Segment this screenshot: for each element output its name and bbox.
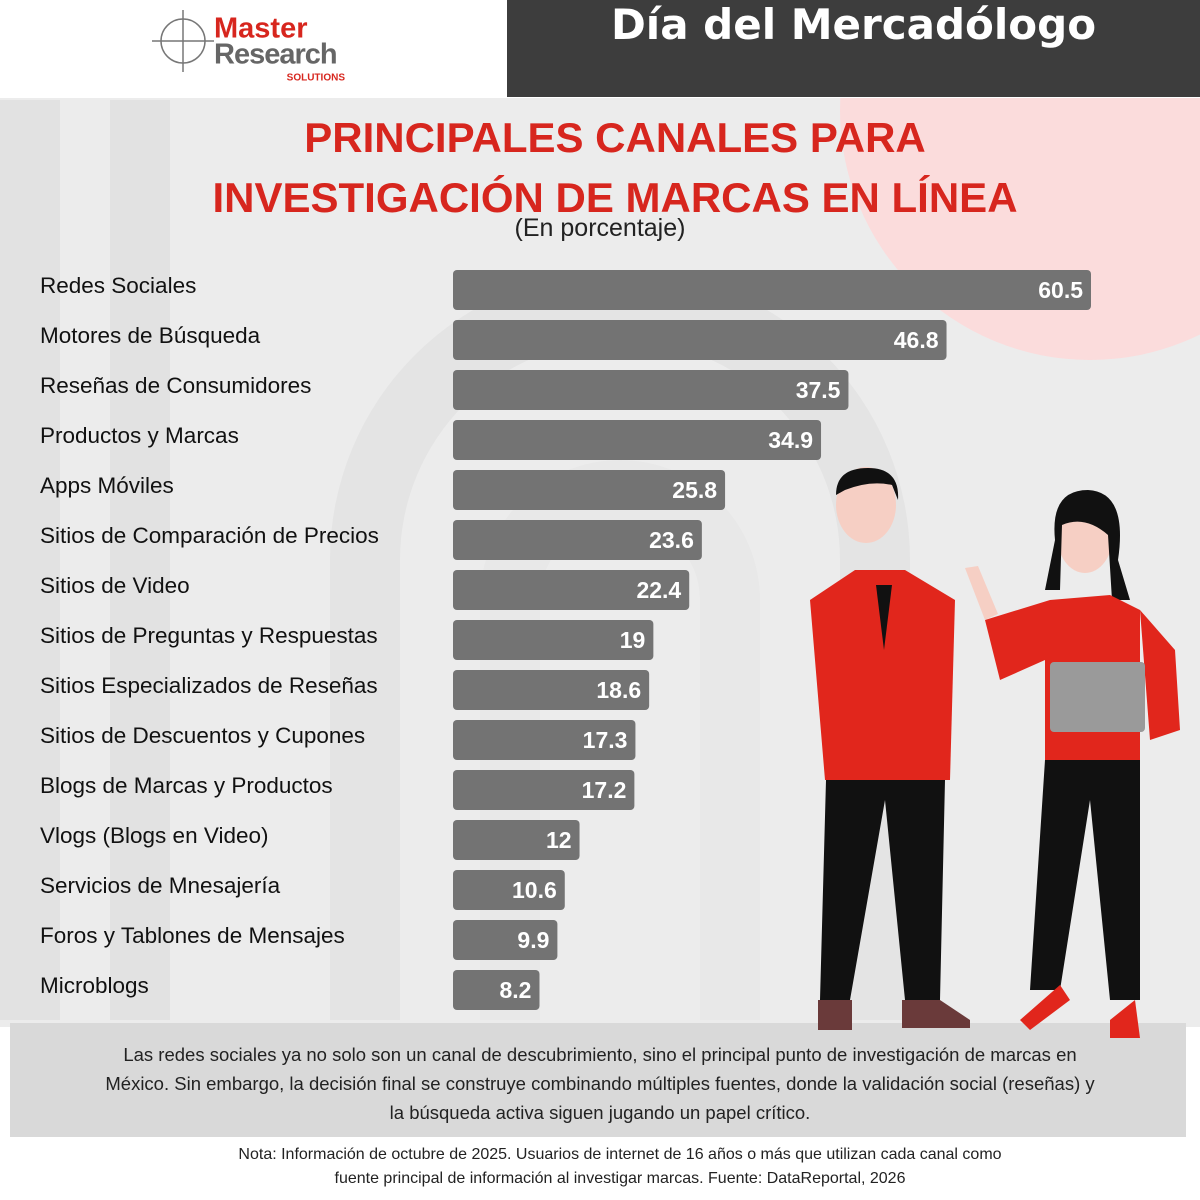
value-label: 9.9 <box>517 927 549 953</box>
value-label: 17.3 <box>583 727 628 753</box>
bar <box>453 420 822 460</box>
value-label: 60.5 <box>1038 277 1083 303</box>
background-decor <box>0 0 1200 1027</box>
value-label: 10.6 <box>512 877 557 903</box>
category-label: Sitios Especializados de Reseñas <box>40 673 378 698</box>
header-title: Día del Mercadólogo <box>610 0 1097 49</box>
header-bar <box>507 0 1200 97</box>
bar <box>453 770 635 810</box>
category-label: Productos y Marcas <box>40 423 239 448</box>
note-text: Nota: Información de octubre de 2025. Us… <box>238 1146 1002 1187</box>
category-label: Vlogs (Blogs en Video) <box>40 823 268 848</box>
value-label: 37.5 <box>796 377 841 403</box>
logo-icon <box>152 10 214 72</box>
value-label: 22.4 <box>636 577 681 603</box>
bar <box>453 570 690 610</box>
brand: Master <box>214 13 308 45</box>
summary-text: Las redes sociales ya no solo son un can… <box>105 1044 1095 1123</box>
bar <box>453 920 558 960</box>
value-label: 12 <box>546 827 572 853</box>
bar <box>453 970 540 1010</box>
category-label: Sitios de Preguntas y Respuestas <box>40 623 378 648</box>
bar <box>453 720 636 760</box>
value-label: 34.9 <box>768 427 813 453</box>
brand: Research <box>214 39 337 71</box>
bars: Redes Sociales 60.5 Motores de Búsqueda 46.… <box>40 270 1091 1010</box>
bar <box>453 620 654 660</box>
category-label: Servicios de Mnesajería <box>40 873 281 898</box>
category-label: Sitios de Comparación de Precios <box>40 523 379 548</box>
bar <box>453 520 702 560</box>
chart-subtitle: (En porcentaje) <box>514 214 686 242</box>
category-label: Blogs de Marcas y Productos <box>40 773 333 798</box>
value-label: 18.6 <box>596 677 641 703</box>
bar <box>453 820 580 860</box>
bar <box>453 370 849 410</box>
category-label: Sitios de Video <box>40 573 190 598</box>
bar <box>453 670 650 710</box>
bar <box>453 470 726 510</box>
category-label: Foros y Tablones de Mensajes <box>40 923 345 948</box>
bar <box>453 320 947 360</box>
bar <box>453 270 1091 310</box>
chart-title: PRINCIPALES CANALES PARA INVESTIGACIÓN D… <box>212 114 1018 221</box>
brand: SOLUTIONS <box>287 73 346 84</box>
value-label: 25.8 <box>672 477 717 503</box>
value-label: 17.2 <box>582 777 627 803</box>
value-label: 46.8 <box>894 327 939 353</box>
category-label: Reseñas de Consumidores <box>40 373 311 398</box>
value-label: 23.6 <box>649 527 694 553</box>
category-label: Sitios de Descuentos y Cupones <box>40 723 365 748</box>
summary-box <box>10 1023 1186 1137</box>
logo-area <box>0 0 507 97</box>
value-label: 19 <box>620 627 646 653</box>
bar <box>453 870 565 910</box>
category-label: Microblogs <box>40 973 149 998</box>
category-label: Redes Sociales <box>40 273 196 298</box>
category-label: Apps Móviles <box>40 473 174 498</box>
illustration <box>810 467 1180 1038</box>
value-label: 8.2 <box>499 977 531 1003</box>
category-label: Motores de Búsqueda <box>40 323 261 348</box>
